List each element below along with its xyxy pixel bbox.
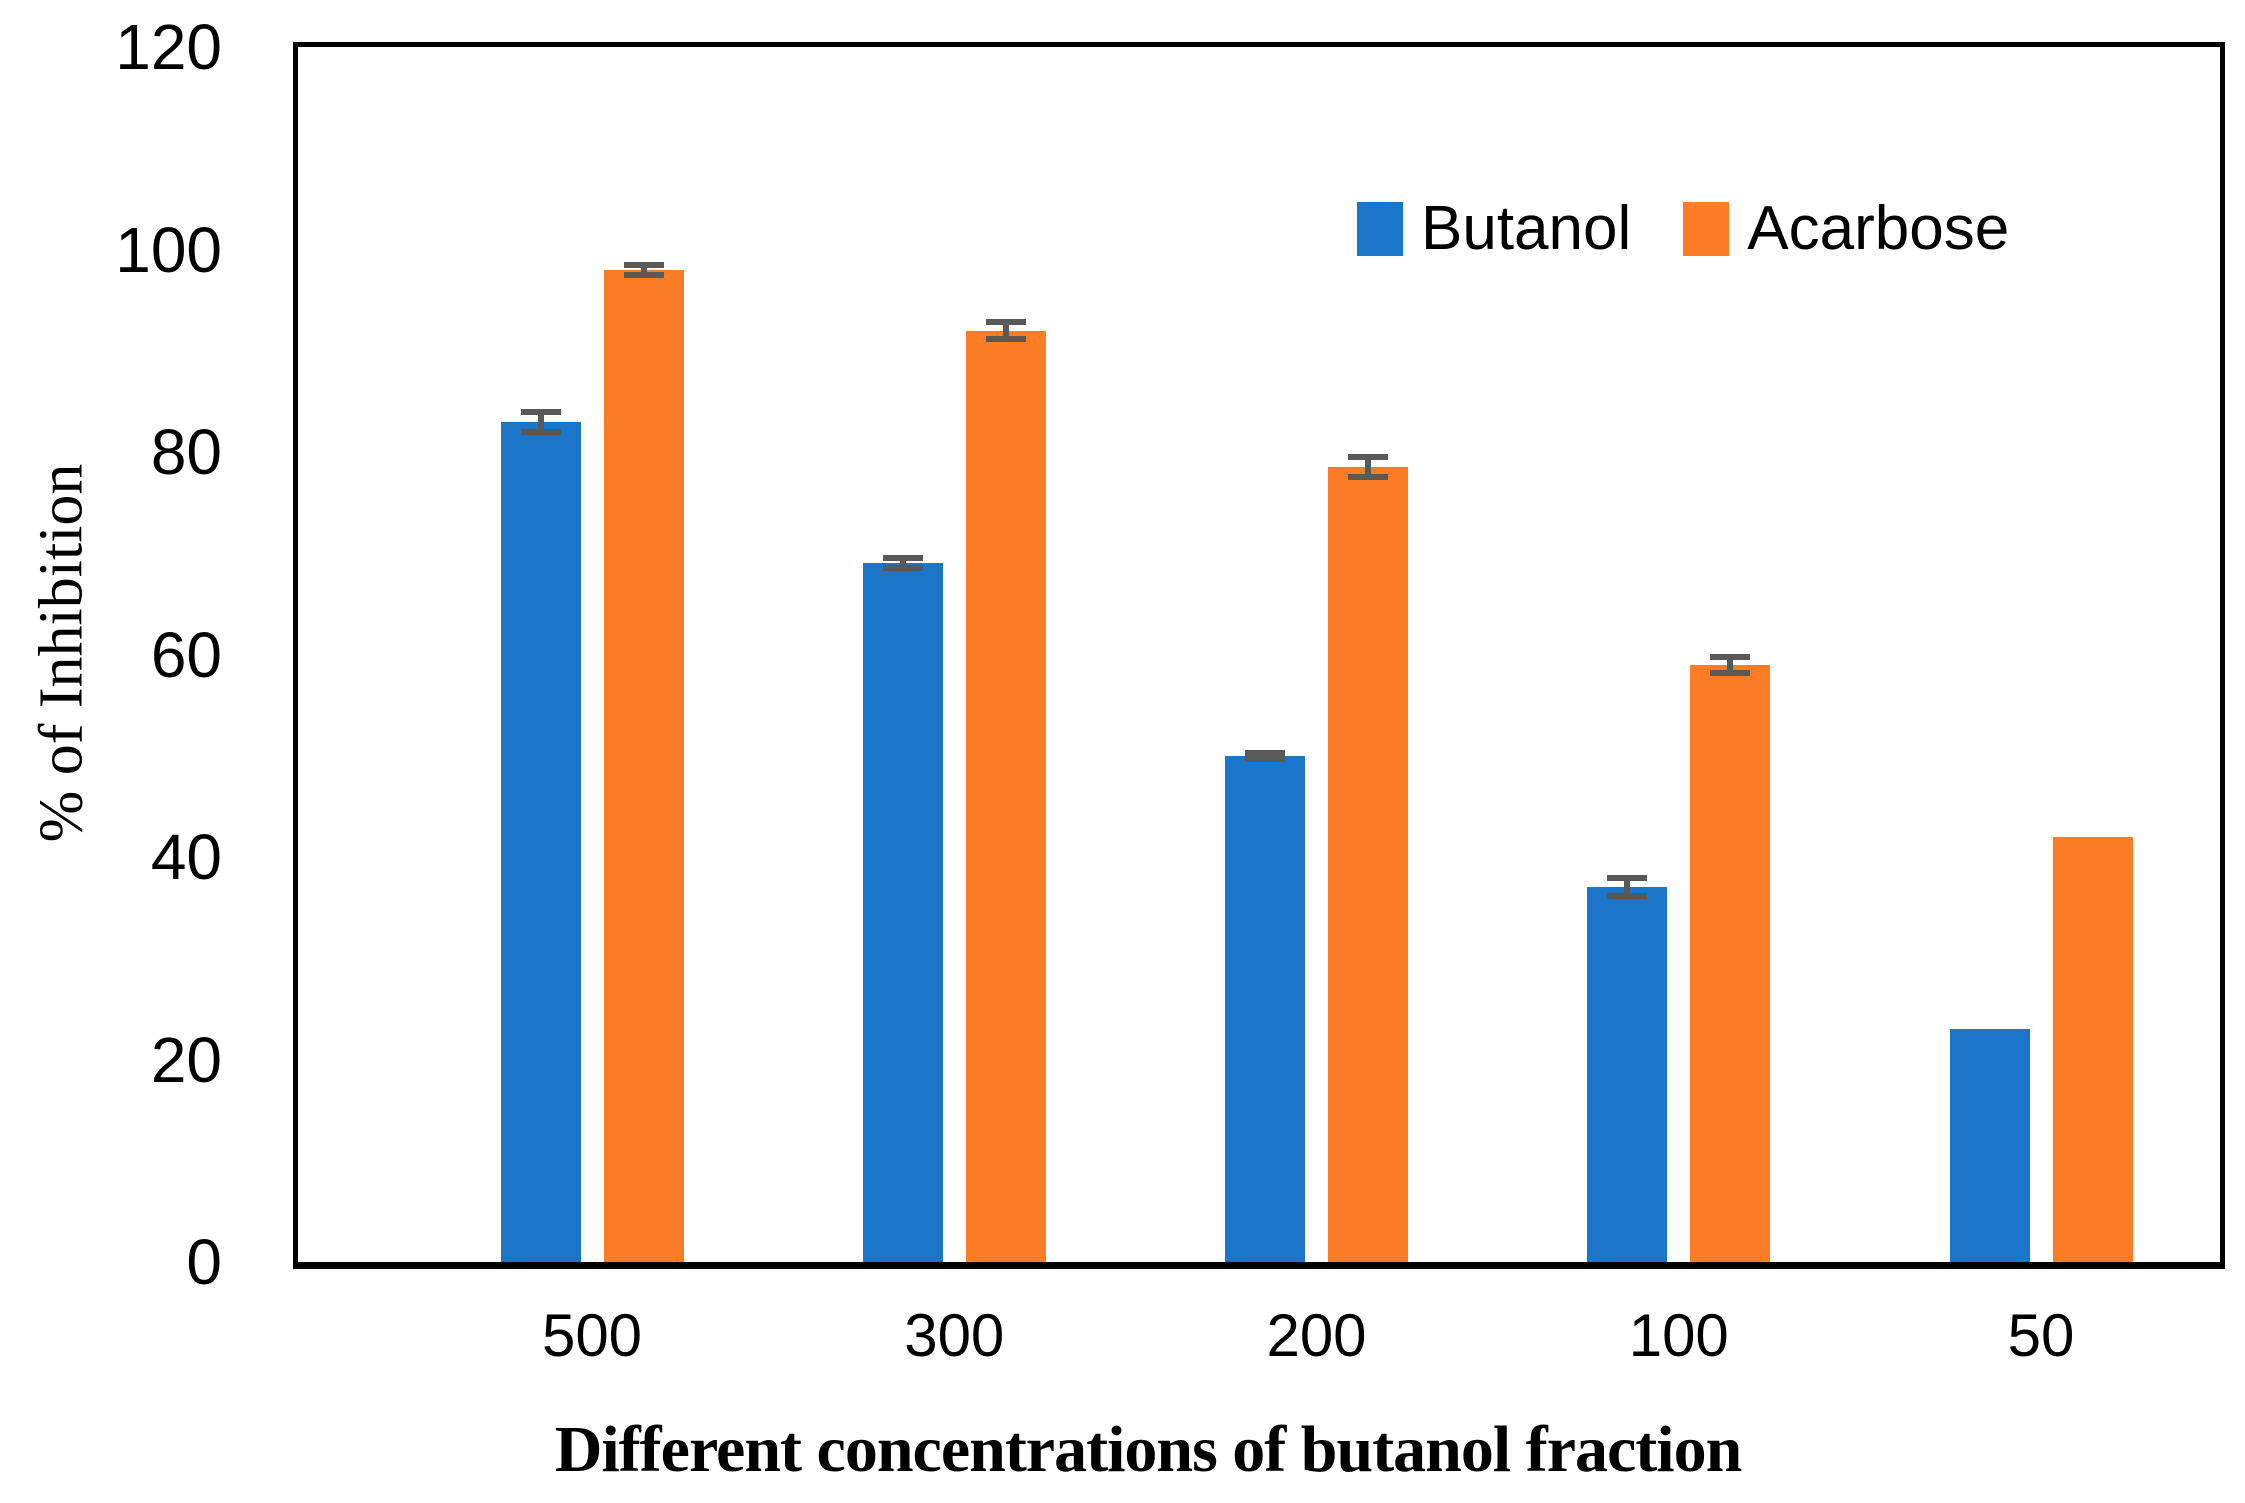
error-bar xyxy=(640,264,647,275)
error-bar-cap xyxy=(1607,875,1648,882)
error-bar-cap xyxy=(1245,755,1285,762)
legend-swatch-acarbose xyxy=(1683,202,1730,256)
y-tick-label: 20 xyxy=(150,1023,222,1096)
error-bar-cap xyxy=(985,335,1026,342)
bar-butanol-500 xyxy=(500,421,581,1262)
bar-butanol-200 xyxy=(1225,755,1305,1262)
y-tick-label: 80 xyxy=(150,416,222,488)
error-bar xyxy=(1624,878,1631,897)
error-bar-cap xyxy=(520,428,561,435)
error-bar xyxy=(1365,457,1371,478)
bar-butanol-300 xyxy=(862,563,943,1262)
plot-area xyxy=(293,42,2225,1269)
error-bar-cap xyxy=(1348,474,1388,481)
y-tick-label: 100 xyxy=(115,213,222,286)
x-tick-label: 200 xyxy=(1266,1302,1367,1369)
error-bar-cap xyxy=(1710,669,1751,676)
y-tick-label: 60 xyxy=(150,618,222,691)
legend-label-acarbose: Acarbose xyxy=(1747,194,2010,263)
bar-butanol-100 xyxy=(1587,887,1668,1262)
error-bar-cap xyxy=(882,555,923,562)
error-bar xyxy=(1727,656,1734,673)
error-bar-cap xyxy=(1607,893,1648,900)
error-bar-cap xyxy=(623,271,664,278)
legend: Butanol Acarbose xyxy=(1357,198,2009,260)
x-tick-label: 500 xyxy=(541,1302,643,1369)
bar-acarbose-500 xyxy=(603,269,684,1262)
error-bar xyxy=(899,558,906,569)
error-bar xyxy=(537,411,544,432)
legend-swatch-butanol xyxy=(1357,202,1403,256)
error-bar-cap xyxy=(1348,454,1388,461)
y-tick-label: 40 xyxy=(150,821,222,893)
legend-label-butanol: Butanol xyxy=(1421,194,1632,263)
error-bar-cap xyxy=(623,261,664,268)
error-bar-cap xyxy=(985,319,1026,326)
error-bar-cap xyxy=(520,408,561,415)
y-tick-label: 120 xyxy=(115,11,222,83)
y-tick-label: 0 xyxy=(186,1226,222,1298)
error-bar xyxy=(1262,752,1268,759)
bar-acarbose-200 xyxy=(1328,467,1408,1262)
error-bar-cap xyxy=(882,565,923,572)
error-bar-cap xyxy=(1245,749,1285,756)
error-bar-cap xyxy=(1710,653,1751,660)
x-axis-title: Different concentrations of butanol frac… xyxy=(554,1413,1743,1486)
bar-acarbose-300 xyxy=(965,330,1046,1262)
bar-acarbose-50 xyxy=(2052,836,2133,1262)
x-tick-label: 100 xyxy=(1628,1302,1729,1369)
error-bar xyxy=(1002,322,1009,339)
x-tick-label: 50 xyxy=(2007,1302,2075,1369)
x-tick-label: 300 xyxy=(904,1302,1005,1369)
bar-butanol-50 xyxy=(1949,1029,2030,1262)
bar-acarbose-100 xyxy=(1690,664,1771,1262)
